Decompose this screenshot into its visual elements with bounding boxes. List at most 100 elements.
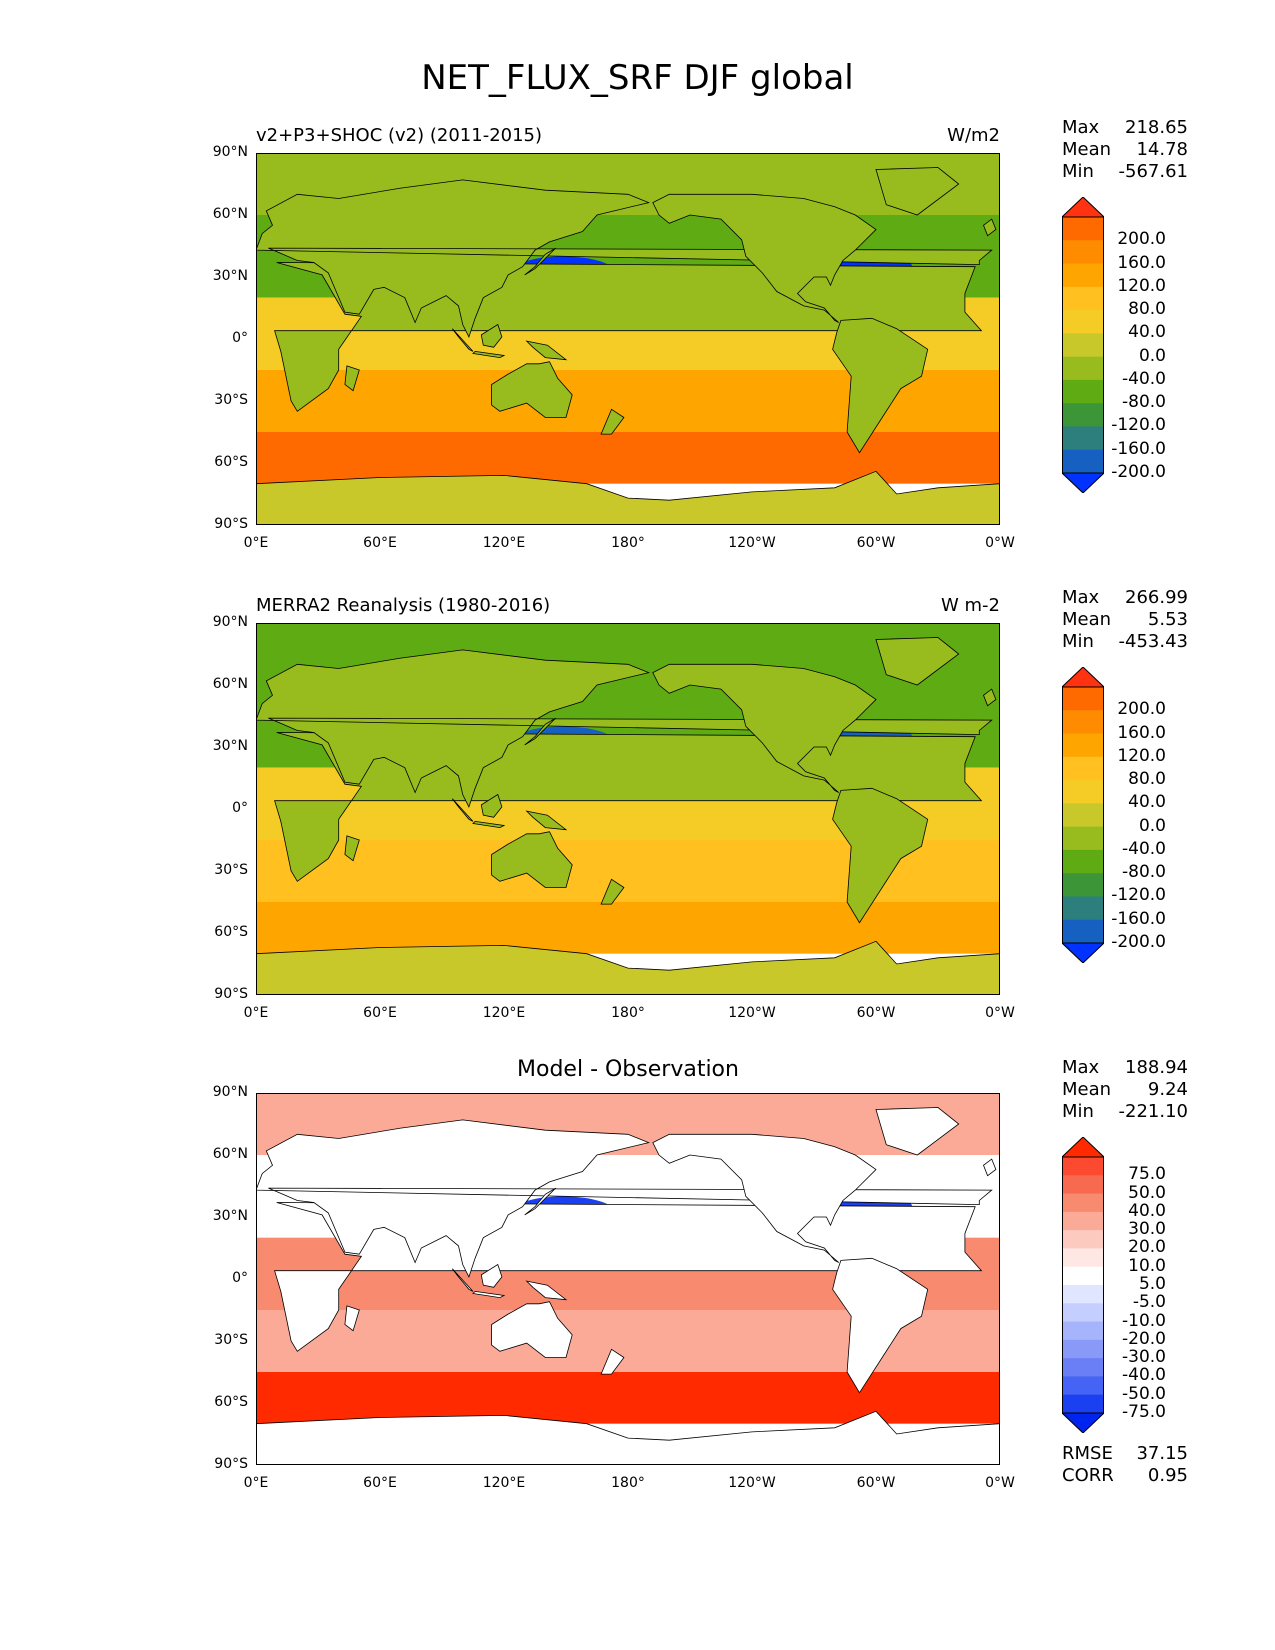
panel-title-left: MERRA2 Reanalysis (1980-2016): [256, 595, 551, 616]
map-frame: [256, 153, 1000, 525]
colorbar-tick-label: -120.0: [1111, 885, 1166, 906]
x-tick-label: 120°W: [728, 1475, 776, 1491]
land-newzealand: [600, 1348, 625, 1375]
colorbar-svg: [1060, 196, 1106, 494]
colorbar-tick-label: -160.0: [1111, 908, 1166, 929]
stat-value: 0.95: [1147, 1465, 1188, 1486]
stats-box: Max 218.65 Mean 14.78 Min -567.61: [1062, 117, 1188, 183]
colorbar-tick-label: -50.0: [1122, 1383, 1166, 1404]
y-tick-label: 90°N: [212, 144, 248, 160]
colorbar-tick-label: 80.0: [1128, 299, 1166, 320]
land-samerica: [832, 787, 929, 924]
x-tick-label: 120°E: [482, 1475, 526, 1491]
colorbar-tick-label: 0.0: [1138, 815, 1166, 836]
stat-value: -567.61: [1118, 161, 1188, 182]
colorbar-tick-label: -30.0: [1122, 1347, 1166, 1368]
colorbar-segment: [1062, 403, 1104, 427]
colorbar-tick-label: 200.0: [1117, 699, 1166, 720]
land-eurasia: [256, 1119, 993, 1278]
x-tick-label: 0°E: [243, 535, 269, 551]
land-sumatra: [451, 1268, 474, 1292]
land-newzealand: [600, 408, 625, 435]
land-japan: [524, 717, 556, 746]
x-tick-label: 0°E: [243, 1005, 269, 1021]
y-tick-label: 30°N: [212, 1208, 248, 1224]
land-madagascar: [344, 365, 360, 392]
colorbar-segment: [1062, 896, 1104, 921]
land-samerica: [832, 317, 929, 454]
x-tick-label: 60°E: [363, 1475, 397, 1491]
land-indonesia: [472, 1290, 506, 1299]
stat-value: 5.53: [1147, 609, 1188, 630]
colorbar-segment: [1062, 217, 1104, 241]
colorbar-tick-label: 10.0: [1128, 1255, 1166, 1276]
colorbar-segment: [1062, 756, 1104, 781]
colorbar-tick-label: -40.0: [1122, 838, 1166, 859]
x-tick-label: 120°W: [728, 1005, 776, 1021]
colorbar-segment: [1062, 1230, 1104, 1249]
colorbar-tick-label: 50.0: [1128, 1182, 1166, 1203]
land-uk: [983, 688, 997, 707]
land-greenland: [875, 1107, 960, 1156]
colorbar-segment: [1062, 1358, 1104, 1377]
ocean-band-southern: [256, 902, 1000, 954]
colorbar-tick-label: 0.0: [1138, 345, 1166, 366]
x-tick-label: 0°W: [985, 1005, 1015, 1021]
colorbar-segment: [1062, 780, 1104, 804]
stat-row: Max 266.99: [1062, 587, 1188, 609]
y-tick-label: 30°S: [214, 1332, 248, 1348]
stat-value: 37.15: [1136, 1443, 1188, 1464]
colorbar-segment: [1062, 919, 1104, 944]
colorbar-tick-label: 40.0: [1128, 322, 1166, 343]
y-tick-label: 60°S: [214, 454, 248, 470]
colorbar-outline: [1062, 686, 1104, 944]
x-tick-label: 120°E: [482, 1005, 526, 1021]
colorbar-tick-label: -80.0: [1122, 392, 1166, 413]
x-tick-label: 180°: [611, 1005, 645, 1021]
colorbar-tick-label: -80.0: [1122, 862, 1166, 883]
land-greenland: [875, 167, 960, 216]
stat-value: 14.78: [1136, 139, 1188, 160]
colorbar-segment: [1062, 873, 1104, 897]
stat-value: 266.99: [1125, 587, 1188, 608]
colorbar: [1060, 196, 1106, 494]
x-tick-label: 120°E: [482, 535, 526, 551]
y-tick-label: 90°S: [214, 986, 248, 1002]
colorbar-tick-label: 5.0: [1138, 1274, 1166, 1294]
colorbar-segment: [1062, 379, 1104, 404]
y-tick-label: 30°S: [214, 862, 248, 878]
x-tick-label: 60°W: [856, 1475, 896, 1491]
colorbar-extend-max: [1060, 1136, 1106, 1158]
x-tick-label: 60°W: [856, 1005, 896, 1021]
colorbar-segment: [1062, 1376, 1104, 1396]
colorbar-segment: [1062, 1193, 1104, 1213]
colorbar-extend-min: [1060, 1412, 1106, 1434]
y-tick-label: 90°S: [214, 516, 248, 532]
figure-title: NET_FLUX_SRF DJF global: [421, 58, 854, 98]
map-area: [256, 153, 1000, 525]
map-svg: [256, 153, 1000, 525]
stat-label: Max: [1062, 587, 1100, 608]
y-tick-label: 30°N: [212, 268, 248, 284]
colorbar-tick-label: -5.0: [1132, 1292, 1166, 1313]
panel-title-center: Model - Observation: [517, 1057, 739, 1082]
colorbar-extend-max: [1060, 666, 1106, 688]
land-newguinea: [525, 1280, 568, 1301]
y-tick-label: 30°S: [214, 392, 248, 408]
land-namerica: [652, 193, 877, 323]
land-borneo: [480, 793, 503, 818]
colorbar-segment: [1062, 240, 1104, 265]
colorbar-tick-label: -120.0: [1111, 415, 1166, 436]
colorbar-tick-label: 40.0: [1128, 792, 1166, 813]
panel-units: W/m2: [947, 125, 1000, 146]
colorbar-segment: [1062, 356, 1104, 381]
stat-row: Mean 5.53: [1062, 609, 1188, 631]
stat-row: Min -567.61: [1062, 161, 1188, 183]
colorbar-svg: [1060, 1136, 1106, 1434]
y-tick-label: 0°: [232, 330, 248, 346]
land-indonesia: [472, 350, 506, 359]
colorbar-extend-min: [1060, 942, 1106, 964]
map-svg: [256, 1093, 1000, 1465]
stat-label: RMSE: [1062, 1443, 1113, 1464]
land-newguinea: [525, 810, 568, 831]
